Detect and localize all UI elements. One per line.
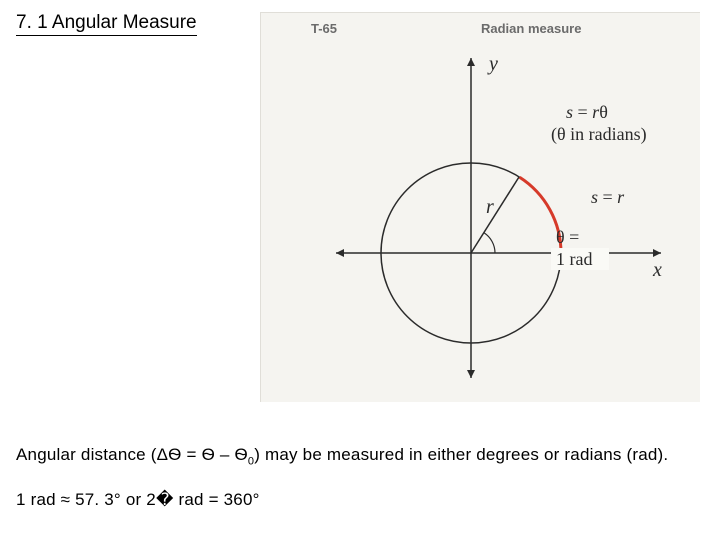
- formula-one-rad: 1 rad: [556, 249, 592, 269]
- y-axis-label: y: [487, 53, 498, 75]
- r-label: r: [486, 196, 494, 218]
- arrow-up-icon: [467, 58, 475, 66]
- page-topic: Radian measure: [481, 21, 581, 36]
- formula-s-eq-r: s = r: [591, 187, 625, 207]
- radius-line: [471, 177, 519, 253]
- radian-equivalence-text: 1 rad ≈ 57. 3° or 2� rad = 360°: [16, 490, 260, 510]
- arrow-down-icon: [467, 370, 475, 378]
- radian-diagram: y x r s = rθ (θ in radians) s = r θ = 1 …: [291, 48, 691, 388]
- diagram-page: T-65 Radian measure y x r s = rθ (θ in r…: [260, 12, 700, 402]
- theta-angle-arc: [484, 233, 495, 253]
- page-code: T-65: [311, 21, 337, 36]
- formula-s-rtheta: s = rθ: [566, 102, 608, 122]
- arrow-left-icon: [336, 249, 344, 257]
- formula-theta-radians: (θ in radians): [551, 124, 647, 145]
- x-axis-label: x: [652, 259, 662, 281]
- angular-distance-text: Angular distance (ΔѲ = Ѳ – Ѳ0) may be me…: [16, 445, 668, 467]
- formula-theta-eq: θ =: [556, 227, 579, 247]
- arc-s: [520, 177, 561, 253]
- arrow-right-icon: [653, 249, 661, 257]
- section-title: 7. 1 Angular Measure: [16, 12, 197, 36]
